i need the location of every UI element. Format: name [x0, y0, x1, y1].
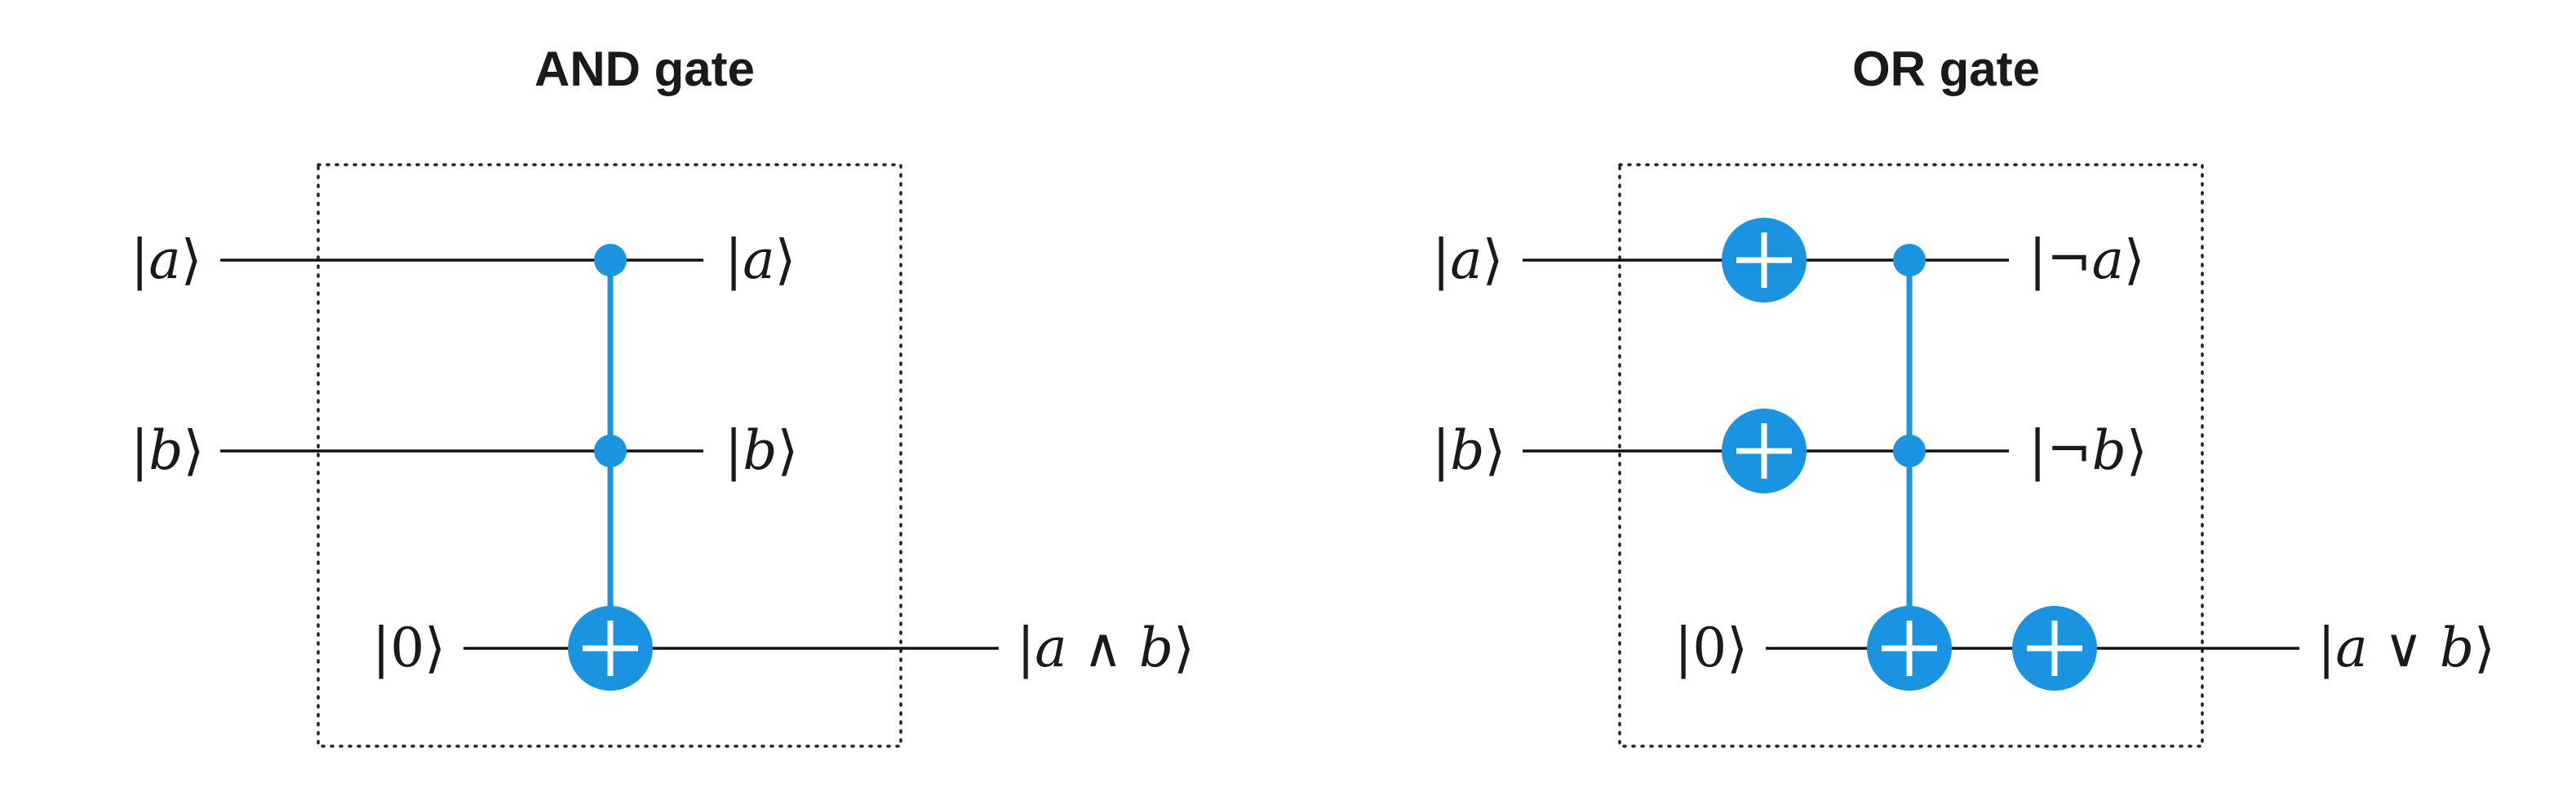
and-output-result: |a ∧ b⟩ — [1017, 617, 1195, 679]
or-not-b-target-icon — [1722, 409, 1807, 493]
and-xor-target-icon — [568, 606, 653, 691]
or-gate-title: OR gate — [1852, 42, 2040, 96]
or-input-zero: |0⟩ — [1674, 617, 1748, 679]
or-control-dot-b-icon — [1893, 435, 1926, 467]
and-gate-panel: AND gate |a⟩ |b⟩ |0⟩ |a⟩ |b⟩ |a ∧ b⟩ — [131, 42, 1195, 748]
and-output-b: |b⟩ — [725, 419, 798, 482]
or-input-b: |b⟩ — [1432, 419, 1505, 482]
and-input-b: |b⟩ — [131, 419, 204, 482]
and-input-zero: |0⟩ — [372, 617, 446, 679]
or-output-result: |a ∨ b⟩ — [2317, 617, 2495, 679]
or-output-not-b: |¬b⟩ — [2028, 419, 2148, 482]
or-gate-box — [1618, 163, 2204, 748]
and-gate-title: AND gate — [534, 42, 755, 96]
and-input-a: |a⟩ — [131, 228, 202, 291]
or-control-dot-a-icon — [1893, 244, 1926, 276]
or-gate-panel: OR gate — [1432, 42, 2495, 748]
or-input-a: |a⟩ — [1432, 228, 1503, 291]
or-toffoli-target-icon — [1867, 606, 1952, 691]
and-output-a: |a⟩ — [725, 228, 796, 291]
or-output-not-a: |¬a⟩ — [2028, 228, 2145, 291]
and-control-dot-a-icon — [594, 244, 627, 276]
and-control-dot-b-icon — [594, 435, 627, 467]
or-not-result-target-icon — [2012, 606, 2097, 691]
or-not-a-target-icon — [1722, 218, 1807, 303]
and-gate-box — [317, 163, 902, 748]
